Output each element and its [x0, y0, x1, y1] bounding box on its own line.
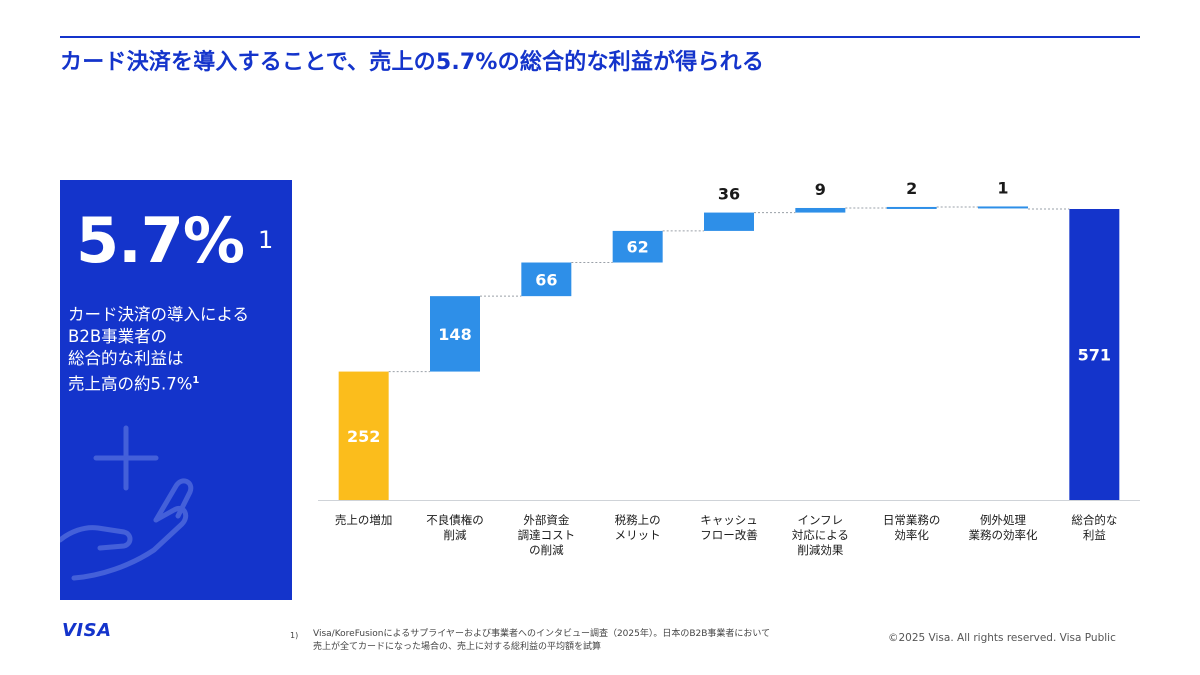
category-label-1: 売上の増加 — [335, 513, 393, 527]
kpi-description-last: 売上高の約5.7% — [68, 374, 193, 394]
data-label-9: 571 — [1078, 346, 1111, 365]
footnote-line: 売上が全てカードになった場合の、売上に対する総利益の平均額を試算 — [313, 642, 602, 652]
bar-7 — [886, 206, 937, 209]
bar-3 — [521, 262, 572, 297]
category-label-6: 削減効果 — [797, 543, 843, 557]
category-label-2: 不良債権の — [426, 513, 484, 527]
data-label-7: 2 — [906, 179, 917, 198]
kpi-card: 5.7% 1 カード決済の導入による B2B事業者の 総合的な利益は 売上高の約… — [60, 180, 292, 600]
category-label-7: 効率化 — [894, 528, 929, 542]
category-label-4: 税務上の — [615, 513, 661, 527]
page-title: カード決済を導入することで、売上の5.7%の総合的な利益が得られる — [60, 36, 1140, 76]
category-label-9: 総合的な — [1071, 513, 1117, 527]
kpi-description-line: 売上高の約5.7%1 — [68, 370, 290, 396]
data-label-5: 36 — [718, 185, 740, 204]
bar-8 — [978, 206, 1028, 209]
data-label-4: 62 — [627, 238, 649, 257]
kpi-value-footnote-marker: 1 — [258, 226, 274, 254]
footnote: Visa/KoreFusionによるサプライヤーおよび事業者へのインタビュー調査… — [313, 628, 873, 654]
bar-6 — [795, 207, 846, 213]
category-label-7: 日常業務の — [883, 513, 941, 527]
kpi-description: カード決済の導入による B2B事業者の 総合的な利益は 売上高の約5.7%1 — [68, 304, 290, 396]
category-label-5: フロー改善 — [700, 528, 758, 542]
data-label-8: 1 — [997, 178, 1008, 197]
bar-1 — [338, 371, 389, 500]
kpi-description-line: 総合的な利益は — [68, 349, 184, 368]
category-label-2: 削減 — [444, 528, 467, 542]
data-label-2: 148 — [438, 325, 471, 344]
footnote-marker: 1) — [290, 631, 299, 640]
bar-4 — [612, 230, 663, 263]
category-label-6: 対応による — [792, 528, 849, 542]
copyright-text: ©2025 Visa. All rights reserved. Visa Pu… — [888, 632, 1116, 644]
bar-5 — [704, 212, 754, 231]
visa-logo: VISA — [62, 620, 112, 641]
category-label-8: 業務の効率化 — [969, 528, 1038, 542]
category-label-4: メリット — [615, 528, 661, 542]
category-label-8: 例外処理 — [980, 513, 1026, 527]
category-label-3: 調達コスト — [518, 528, 576, 542]
data-label-3: 66 — [535, 270, 557, 289]
kpi-description-footnote-marker: 1 — [192, 375, 200, 386]
category-label-3: の削減 — [529, 543, 564, 557]
kpi-description-line: カード決済の導入による — [68, 305, 250, 324]
data-label-1: 252 — [347, 427, 380, 446]
category-label-9: 利益 — [1083, 528, 1106, 542]
kpi-description-line: B2B事業者の — [68, 327, 168, 346]
category-label-3: 外部資金 — [523, 513, 569, 527]
hand-plus-icon — [60, 425, 194, 581]
bar-2 — [430, 296, 480, 372]
footnote-line: Visa/KoreFusionによるサプライヤーおよび事業者へのインタビュー調査… — [313, 629, 771, 639]
data-label-6: 9 — [815, 180, 826, 199]
category-label-5: キャッシュ — [700, 513, 758, 527]
bar-9 — [1069, 209, 1120, 500]
category-label-6: インフレ — [798, 513, 844, 527]
kpi-value: 5.7% — [76, 204, 245, 277]
